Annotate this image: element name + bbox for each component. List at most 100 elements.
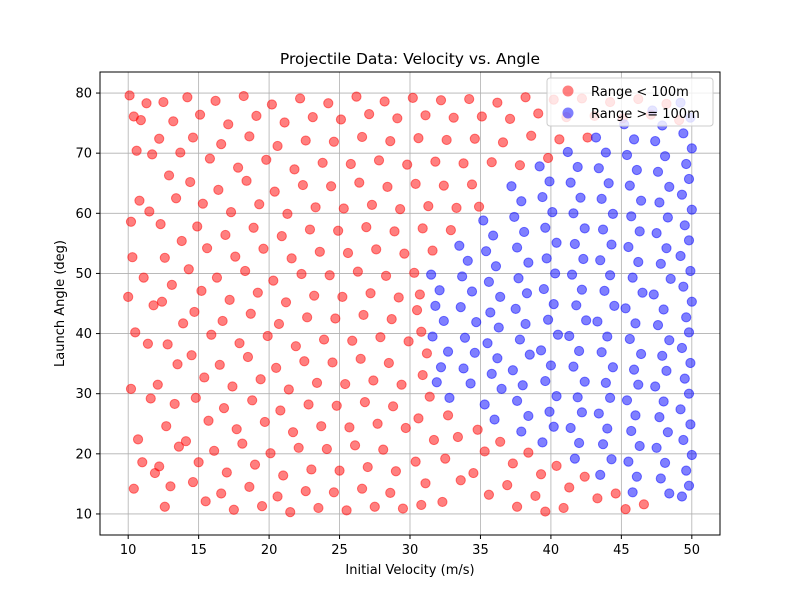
data-point-red [341,505,352,516]
data-point-blue [535,345,547,356]
data-point-red [130,327,141,338]
data-point-red [287,427,299,438]
data-point-blue [509,211,520,223]
data-point-red [152,379,163,390]
data-point-red [416,326,427,337]
data-point-blue [631,471,642,482]
data-point-red [372,418,383,429]
data-point-blue [593,163,604,174]
data-point-red [427,245,438,256]
data-point-blue [465,378,476,389]
data-point-red [124,90,135,101]
data-point-red [225,207,237,218]
data-point-red [345,158,356,170]
data-point-blue [654,197,665,208]
data-point-red [142,338,154,349]
data-point-red [190,392,201,404]
data-point-red [382,181,393,192]
data-point-red [420,110,431,121]
legend-label-blue: Range >= 100m [591,107,700,122]
data-point-red [526,130,537,141]
data-point-blue [676,189,688,200]
data-point-red [445,225,456,236]
data-point-red [259,416,270,428]
data-point-red [356,483,368,494]
data-point-blue [683,480,695,491]
data-point-red [365,288,376,299]
data-point-red [435,95,447,106]
data-point-red [234,338,245,349]
data-point-blue [547,207,558,218]
y-tick-label: 40 [75,327,92,342]
data-point-red [216,488,227,499]
data-point-red [337,291,348,302]
data-point-red [186,350,197,361]
data-point-blue [664,181,675,192]
data-point-red [159,252,170,263]
data-point-red [554,134,565,145]
data-point-red [411,305,423,316]
y-tick-label: 30 [75,387,92,402]
y-axis-label: Launch Angle (deg) [53,240,68,367]
data-point-red [161,421,172,432]
data-point-red [492,97,503,108]
data-point-red [231,424,242,435]
data-point-blue [511,395,523,407]
x-tick-label: 35 [472,543,489,558]
data-point-red [335,114,347,125]
data-point-blue [459,332,471,343]
data-point-red [359,397,371,408]
data-point-red [442,410,454,421]
data-point-red [241,175,252,186]
y-axis-ticks: 10 20 30 40 50 60 70 80 [75,87,100,522]
data-point-blue [534,161,545,172]
data-point-red [397,503,409,514]
data-point-blue [659,151,671,162]
legend-marker-red [562,85,574,97]
x-tick-label: 30 [402,543,419,558]
data-point-blue [626,425,637,437]
data-point-red [165,481,176,492]
x-tick-label: 25 [331,543,348,558]
data-point-red [300,486,311,497]
data-point-red [407,92,418,103]
data-point-red [135,115,146,126]
data-point-blue [665,273,676,284]
data-point-blue [664,488,675,499]
data-point-red [217,315,228,327]
data-point-red [386,314,397,325]
data-point-blue [630,318,641,329]
data-point-blue [679,220,690,231]
data-point-blue [661,365,672,376]
data-point-blue [542,314,554,325]
data-point-blue [633,256,644,268]
data-point-blue [569,238,580,250]
data-point-blue [635,195,647,206]
legend: Range < 100m Range >= 100m [546,77,714,127]
data-point-blue [620,303,631,314]
data-point-red [424,391,435,402]
data-point-blue [623,456,634,467]
x-axis-ticks: 10 15 20 25 30 35 40 45 50 [120,535,700,558]
data-point-blue [516,426,527,437]
data-point-red [156,296,168,307]
data-point-blue [592,316,603,327]
plot-area: 10 15 20 25 30 35 40 45 50 10 20 30 40 50 60 70 80 [75,71,721,558]
data-point-red [154,133,165,144]
data-point-blue [573,345,585,357]
data-point-blue [607,208,619,220]
data-point-red [254,199,265,210]
data-point-red [620,504,631,515]
data-point-red [523,447,534,458]
data-point-blue [540,222,551,233]
data-point-blue [681,465,692,476]
data-point-red [328,136,340,147]
data-point-blue [462,255,473,266]
data-point-blue [573,437,585,449]
data-point-red [373,155,385,166]
data-point-red [472,424,483,435]
data-point-red [272,491,283,502]
data-point-red [390,466,402,477]
data-point-blue [659,457,671,468]
series-range-under-100m [123,90,685,518]
